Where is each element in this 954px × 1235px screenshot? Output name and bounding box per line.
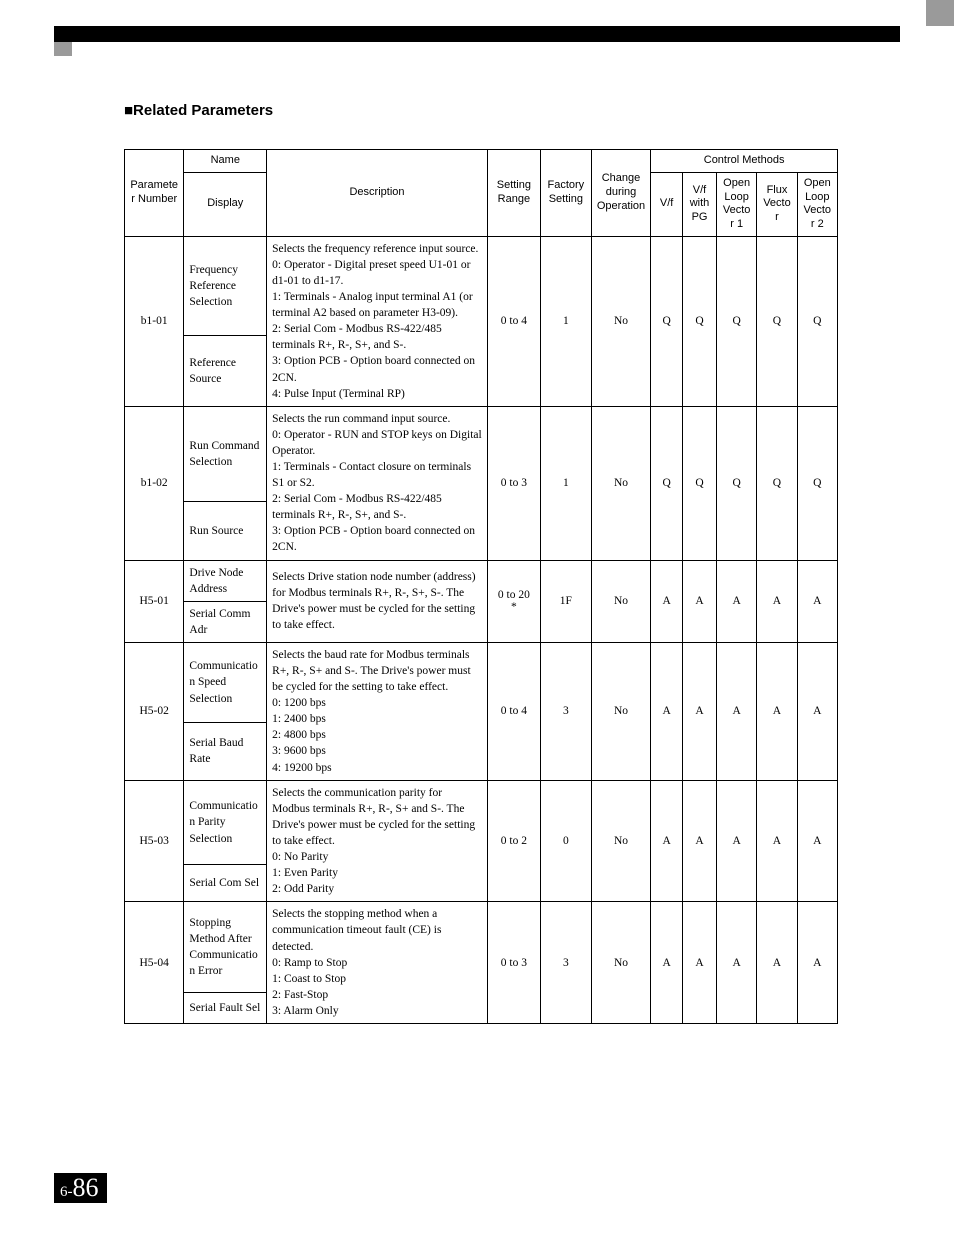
cell-method: A [797,642,837,780]
cell-method: Q [797,406,837,560]
cell-range: 0 to 20* [487,560,540,642]
cell-method: A [683,560,717,642]
table-row: H5-02Communication Speed SelectionSelect… [125,642,838,722]
cell-factory: 1 [540,406,591,560]
cell-method: A [716,642,756,780]
th-desc: Description [267,150,488,237]
cell-method: Q [716,236,756,406]
cell-factory: 3 [540,642,591,780]
cell-name: Stopping Method After Communication Erro… [184,902,267,993]
cell-range: 0 to 3 [487,406,540,560]
table-row: H5-01Drive Node AddressSelects Drive sta… [125,560,838,601]
cell-param: b1-02 [125,406,184,560]
cell-method: A [716,780,756,902]
cell-method: A [797,560,837,642]
cell-display: Reference Source [184,335,267,406]
th-name: Name [184,150,267,173]
cell-method: A [683,902,717,1024]
cell-change: No [591,406,650,560]
cell-method: Q [757,406,797,560]
th-m-vfpg: V/f with PG [683,172,717,236]
parameter-table: Parameter Number Name Description Settin… [124,149,838,1024]
cell-display: Serial Baud Rate [184,723,267,781]
th-factory: Factory Setting [540,150,591,237]
cell-method: A [651,560,683,642]
table-row: H5-04Stopping Method After Communication… [125,902,838,993]
cell-method: A [716,902,756,1024]
th-param: Parameter Number [125,150,184,237]
cell-name: Communication Speed Selection [184,642,267,722]
cell-range: 0 to 2 [487,780,540,902]
cell-method: A [757,902,797,1024]
cell-name: Frequency Reference Selection [184,236,267,335]
cell-param: H5-04 [125,902,184,1024]
cell-description: Selects the frequency reference input so… [267,236,488,406]
cell-method: Q [797,236,837,406]
cell-method: Q [683,236,717,406]
cell-change: No [591,560,650,642]
cell-method: Q [651,236,683,406]
cell-method: A [757,560,797,642]
th-m-olv2: Open Loop Vector 2 [797,172,837,236]
cell-factory: 1F [540,560,591,642]
cell-method: A [716,560,756,642]
th-m-olv1: Open Loop Vector 1 [716,172,756,236]
cell-method: A [797,902,837,1024]
section-title: ■Related Parameters [124,102,838,119]
cell-display: Serial Comm Adr [184,601,267,642]
cell-range: 0 to 4 [487,236,540,406]
cell-display: Serial Com Sel [184,865,267,902]
cell-range: 0 to 4 [487,642,540,780]
cell-method: Q [683,406,717,560]
cell-param: H5-02 [125,642,184,780]
cell-change: No [591,902,650,1024]
cell-param: H5-03 [125,780,184,902]
cell-range: 0 to 3 [487,902,540,1024]
cell-description: Selects the stopping method when a commu… [267,902,488,1024]
cell-change: No [591,642,650,780]
cell-method: A [651,642,683,780]
cell-name: Run Command Selection [184,406,267,502]
cell-method: A [651,780,683,902]
cell-description: Selects the communication parity for Mod… [267,780,488,902]
cell-method: Q [651,406,683,560]
cell-method: A [757,642,797,780]
page-prefix: 6- [60,1185,73,1200]
cell-display: Run Source [184,502,267,560]
th-display: Display [184,172,267,236]
th-change: Change during Operation [591,150,650,237]
page-number-value: 86 [73,1175,99,1201]
th-m-flux: Flux Vector [757,172,797,236]
cell-description: Selects the baud rate for Modbus termina… [267,642,488,780]
cell-change: No [591,780,650,902]
cell-param: b1-01 [125,236,184,406]
cell-method: A [651,902,683,1024]
cell-name: Communication Parity Selection [184,780,267,865]
cell-description: Selects Drive station node number (addre… [267,560,488,642]
cell-param: H5-01 [125,560,184,642]
cell-description: Selects the run command input source.0: … [267,406,488,560]
cell-name: Drive Node Address [184,560,267,601]
cell-factory: 1 [540,236,591,406]
cell-method: A [757,780,797,902]
th-m-vf: V/f [651,172,683,236]
cell-factory: 0 [540,780,591,902]
cell-method: Q [716,406,756,560]
table-row: H5-03Communication Parity SelectionSelec… [125,780,838,865]
cell-factory: 3 [540,902,591,1024]
th-control-methods: Control Methods [651,150,838,173]
cell-display: Serial Fault Sel [184,992,267,1023]
cell-method: A [683,780,717,902]
page-number: 6-86 [54,1173,107,1203]
cell-method: A [683,642,717,780]
table-row: b1-02Run Command SelectionSelects the ru… [125,406,838,502]
cell-change: No [591,236,650,406]
th-range: Setting Range [487,150,540,237]
cell-method: A [797,780,837,902]
cell-method: Q [757,236,797,406]
table-row: b1-01Frequency Reference SelectionSelect… [125,236,838,335]
